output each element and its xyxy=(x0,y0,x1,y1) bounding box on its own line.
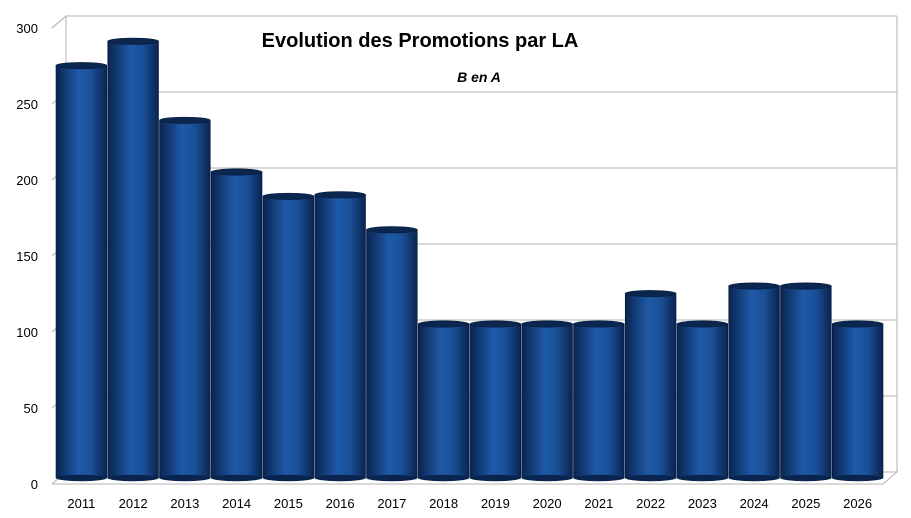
bar xyxy=(417,323,470,479)
x-tick-label: 2023 xyxy=(688,496,717,511)
bar-base xyxy=(56,474,107,482)
bar-cap xyxy=(210,168,263,176)
bar-cap xyxy=(314,191,366,199)
bar-cap xyxy=(107,37,159,45)
x-tick-label: 2022 xyxy=(636,496,665,511)
y-tick-label: 50 xyxy=(24,401,38,416)
chart-title: Evolution des Promotions par LA xyxy=(262,30,579,52)
bar-cap xyxy=(262,192,315,200)
bar-base xyxy=(677,474,728,482)
bar-cap xyxy=(780,282,832,290)
y-tick-label: 0 xyxy=(31,477,38,492)
bar-base xyxy=(625,474,676,482)
bar-cap xyxy=(728,282,780,290)
bar-cap xyxy=(831,320,884,328)
bar-cap xyxy=(521,320,573,328)
x-tick-label: 2024 xyxy=(740,496,769,511)
x-tick-label: 2012 xyxy=(119,496,148,511)
bar xyxy=(314,194,366,479)
bar xyxy=(210,171,263,479)
x-tick-label: 2017 xyxy=(377,496,406,511)
x-tick-label: 2021 xyxy=(584,496,613,511)
x-tick-label: 2015 xyxy=(274,496,303,511)
x-tick-label: 2014 xyxy=(222,496,251,511)
bar xyxy=(831,323,884,479)
bar xyxy=(366,229,418,479)
bar xyxy=(573,323,625,479)
y-tick-label: 250 xyxy=(16,97,38,112)
y-tick-label: 150 xyxy=(16,249,38,264)
chart-subtitle: B en A xyxy=(457,69,501,85)
y-tick-label: 200 xyxy=(16,173,38,188)
bar-cap xyxy=(624,290,677,298)
x-tick-label: 2018 xyxy=(429,496,458,511)
bar xyxy=(780,285,832,479)
bar-base xyxy=(263,474,314,482)
bar xyxy=(107,40,159,479)
x-tick-label: 2013 xyxy=(170,496,199,511)
bar-base xyxy=(573,474,625,482)
bar-base xyxy=(314,474,366,482)
bar-base xyxy=(470,474,521,482)
bar-base xyxy=(211,474,262,482)
x-tick-label: 2020 xyxy=(533,496,562,511)
bars xyxy=(55,37,884,482)
bar xyxy=(469,323,522,479)
bar xyxy=(624,293,677,479)
bar-base xyxy=(418,474,469,482)
bar-base xyxy=(159,474,211,482)
x-tick-label: 2019 xyxy=(481,496,510,511)
x-tick-label: 2016 xyxy=(326,496,355,511)
bar xyxy=(521,323,573,479)
y-axis-ticks: 0 50 100 150 200 250 300 xyxy=(16,21,38,492)
x-axis-ticks: 2011 2012 2013 2014 2015 2016 2017 2018 2019 2020… xyxy=(67,496,872,511)
bar xyxy=(728,285,780,479)
bar xyxy=(676,323,729,479)
bar xyxy=(159,120,211,479)
bar-base xyxy=(107,474,159,482)
bar xyxy=(262,196,315,479)
bar-cap xyxy=(469,320,522,328)
grid-line-side xyxy=(51,15,67,29)
bar xyxy=(55,65,108,479)
x-tick-label: 2011 xyxy=(67,496,95,511)
x-tick-label: 2025 xyxy=(791,496,820,511)
bar-cap xyxy=(55,62,108,70)
bar-cap xyxy=(417,320,470,328)
bar-cap xyxy=(159,116,211,124)
bar-cap xyxy=(366,226,418,234)
bar-base xyxy=(728,474,780,482)
x-tick-label: 2026 xyxy=(843,496,872,511)
bar-cap xyxy=(573,320,625,328)
y-tick-label: 100 xyxy=(16,325,38,340)
bar-base xyxy=(521,474,573,482)
bar-base xyxy=(832,474,883,482)
bar-cap xyxy=(676,320,729,328)
y-tick-label: 300 xyxy=(16,21,38,36)
bar-base xyxy=(366,474,418,482)
bar-base xyxy=(780,474,832,482)
